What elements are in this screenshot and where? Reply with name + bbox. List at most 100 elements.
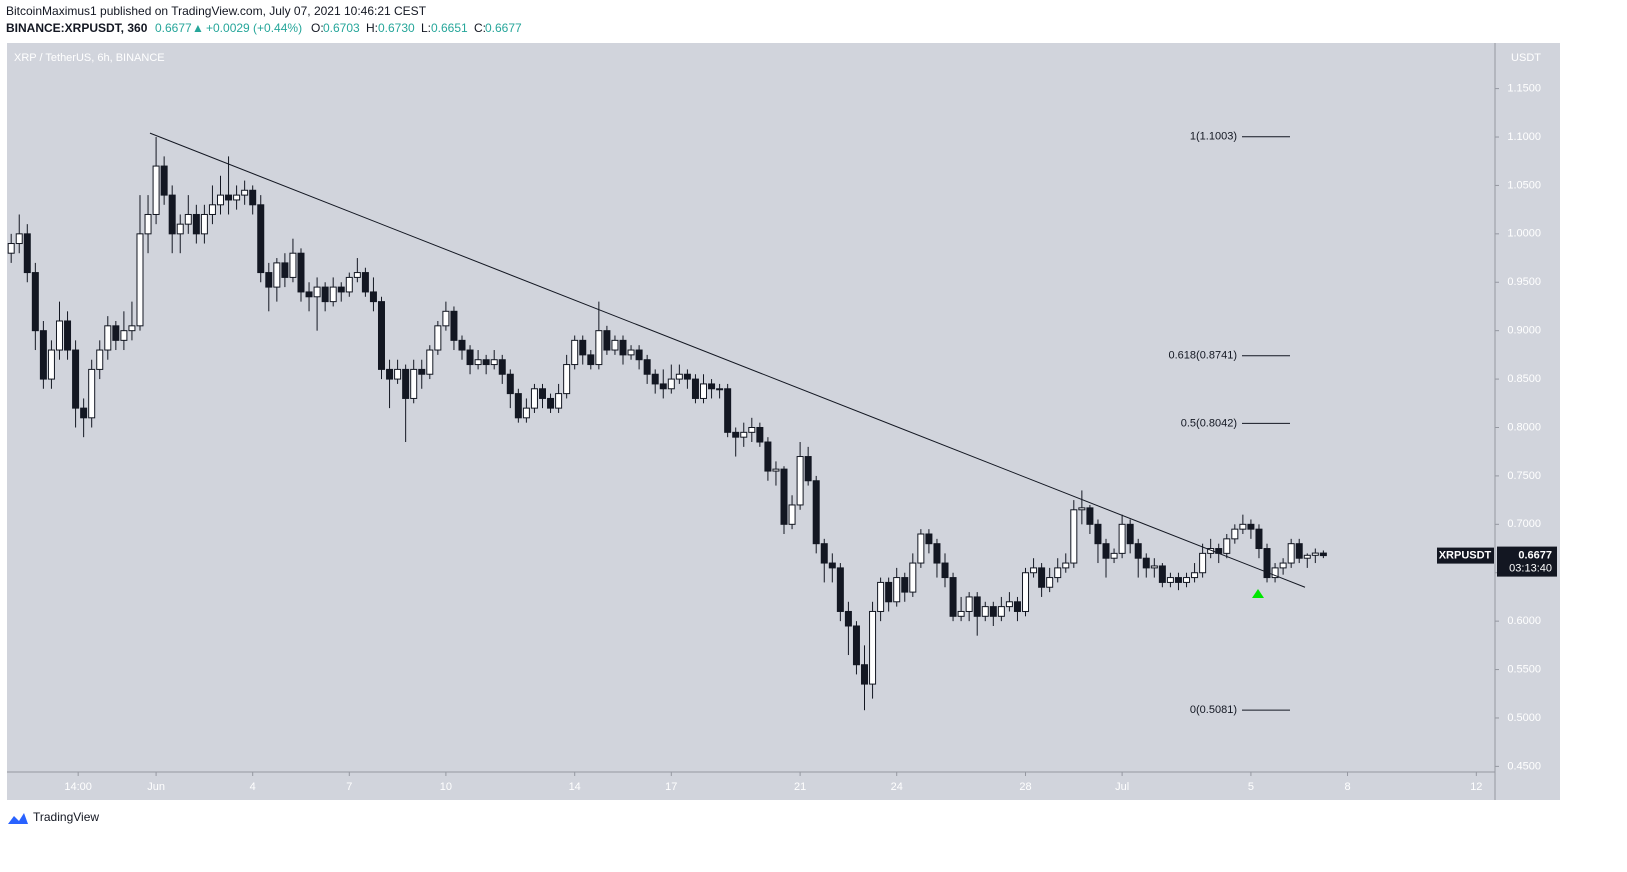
bear-body	[498, 359, 506, 375]
last: 0.6677	[155, 21, 192, 35]
bull-body	[530, 388, 538, 409]
bear-body	[1013, 601, 1021, 612]
bull-body	[200, 213, 208, 235]
bull-body	[627, 349, 635, 356]
bull-body	[1166, 577, 1174, 583]
bull-body	[216, 194, 224, 206]
bear-body	[72, 349, 80, 409]
y-tick-label: 1.0000	[1507, 228, 1541, 240]
bear-body	[1094, 523, 1102, 545]
bull-body	[772, 468, 780, 472]
x-tick-label: 17	[665, 781, 677, 793]
h-label: H:	[366, 21, 378, 35]
bull-body	[1030, 567, 1038, 574]
bull-body	[96, 349, 104, 370]
y-tick-label: 0.9000	[1507, 325, 1541, 337]
bear-body	[547, 397, 555, 409]
bull-body	[353, 272, 361, 278]
price-tag-name: XRPUSDT	[1439, 550, 1492, 562]
h: 0.6730	[378, 21, 415, 35]
bull-body	[555, 393, 563, 409]
bear-body	[1255, 528, 1263, 550]
y-tick-label: 0.6000	[1507, 615, 1541, 627]
bear-body	[973, 596, 981, 617]
bear-body	[225, 194, 233, 201]
bull-body	[1118, 523, 1126, 554]
bear-body	[281, 262, 289, 278]
bear-body	[949, 577, 957, 617]
bull-body	[1311, 552, 1319, 556]
bear-body	[112, 325, 120, 341]
countdown: 03:13:40	[1509, 563, 1552, 575]
x-tick-label: 21	[794, 781, 806, 793]
bull-body	[1199, 552, 1207, 574]
x-axis-area	[7, 772, 1495, 800]
bull-body	[788, 504, 796, 525]
bull-body	[571, 339, 579, 366]
bear-body	[265, 272, 273, 288]
bear-body	[1086, 507, 1094, 525]
bull-body	[394, 368, 402, 380]
bull-body	[1022, 572, 1030, 612]
price-tag	[1437, 547, 1494, 564]
bear-body	[820, 543, 828, 564]
fib-label: 0(0.5081)	[1190, 704, 1237, 716]
bull-body	[796, 456, 804, 506]
y-tick-label: 0.8500	[1507, 373, 1541, 385]
bull-body	[1287, 543, 1295, 564]
symbol: BINANCE:XRPUSDT, 360	[6, 21, 148, 35]
bull-body	[208, 204, 216, 215]
bull-body	[426, 349, 434, 375]
bull-body	[434, 325, 442, 351]
bull-body	[1110, 552, 1118, 559]
bear-body	[321, 286, 329, 303]
bull-body	[997, 606, 1005, 617]
bear-body	[933, 543, 941, 564]
bear-body	[587, 354, 595, 366]
bull-body	[490, 359, 498, 366]
bull-body	[273, 262, 281, 288]
bear-body	[1263, 548, 1271, 579]
x-tick-label: 7	[346, 781, 352, 793]
bear-body	[168, 194, 176, 235]
bear-body	[466, 349, 474, 366]
bear-body	[506, 373, 514, 395]
chart-title: XRP / TetherUS, 6h, BINANCE	[14, 52, 165, 64]
bear-body	[683, 373, 691, 380]
bear-body	[1038, 567, 1046, 588]
bear-body	[482, 359, 490, 366]
bull-body	[1231, 528, 1239, 540]
x-tick-label: 24	[891, 781, 903, 793]
bull-body	[233, 194, 241, 201]
bear-body	[160, 165, 168, 196]
bear-body	[1102, 543, 1110, 559]
publisher: BitcoinMaximus1 published on TradingView…	[6, 4, 427, 18]
bear-body	[23, 233, 31, 274]
bull-body	[1054, 567, 1062, 579]
arrow: ▲	[192, 21, 204, 35]
y-tick-label: 0.4500	[1507, 760, 1541, 772]
price-value: 0.6677	[1518, 550, 1552, 562]
bull-body	[1078, 507, 1086, 511]
bear-body	[386, 368, 394, 380]
bull-body	[981, 606, 989, 617]
bear-body	[708, 383, 716, 390]
bear-body	[1295, 543, 1303, 559]
bull-body	[611, 339, 619, 351]
bull-body	[104, 325, 112, 351]
x-tick-label: 4	[250, 781, 256, 793]
bull-body	[442, 310, 450, 327]
bear-body	[305, 291, 313, 298]
bear-body	[514, 393, 522, 419]
bear-body	[1247, 523, 1255, 530]
bear-body	[764, 441, 772, 472]
bull-body	[345, 276, 353, 293]
bear-body	[249, 189, 257, 206]
y-tick-label: 0.9500	[1507, 276, 1541, 288]
bear-body	[925, 533, 933, 545]
y-tick-label: 0.7500	[1507, 470, 1541, 482]
bear-body	[844, 610, 852, 627]
bear-body	[1158, 565, 1166, 583]
bear-body	[1126, 523, 1134, 545]
bear-body	[643, 359, 651, 375]
